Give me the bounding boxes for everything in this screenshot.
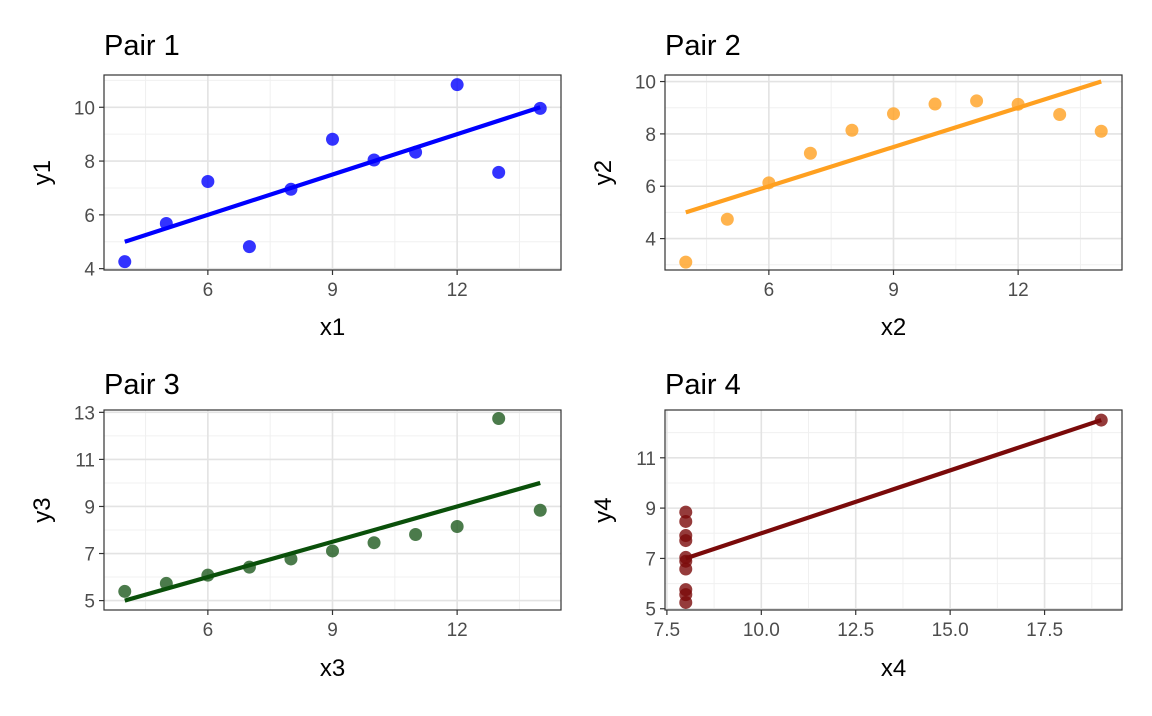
- data-point: [970, 94, 984, 108]
- chart-panel-4: 7.5 10.0 12.5 15.0 17.5 5 7 9 11 Pair 4 x4 y4: [590, 369, 1123, 682]
- x-axis-title: x1: [320, 314, 345, 341]
- data-point: [928, 97, 942, 111]
- data-point: [492, 411, 506, 425]
- data-point: [118, 584, 132, 598]
- data-point: [887, 107, 900, 121]
- y-axis-title: y3: [29, 497, 56, 522]
- y-tick-label: 10: [74, 98, 95, 119]
- x-tick-label: 9: [888, 280, 899, 301]
- x-tick-label: 12: [447, 280, 468, 301]
- data-point: [679, 588, 693, 602]
- x-tick-label: 7.5: [654, 620, 680, 641]
- y-tick-label: 6: [645, 177, 656, 198]
- y-axis-title: y4: [590, 497, 617, 522]
- data-point: [679, 505, 693, 519]
- y-tick-label: 9: [84, 497, 95, 518]
- y-tick-label: 4: [84, 260, 95, 281]
- x-tick-label: 9: [327, 280, 338, 301]
- chart-title: Pair 3: [104, 369, 180, 401]
- regression-line: [124, 480, 541, 603]
- data-point: [1094, 124, 1108, 138]
- data-point: [367, 536, 381, 550]
- data-point: [326, 544, 339, 558]
- chart-title: Pair 2: [665, 30, 741, 62]
- data-point: [845, 123, 859, 137]
- y-axis-title: y2: [590, 160, 617, 185]
- y-tick-label: 7: [84, 545, 95, 566]
- data-point: [450, 78, 464, 92]
- y-tick-label: 11: [75, 450, 95, 471]
- y-tick-label: 13: [74, 403, 95, 424]
- y-tick-label: 8: [84, 152, 95, 173]
- x-axis-title: x2: [881, 314, 906, 341]
- panel-background: [665, 410, 1122, 610]
- x-tick-label: 6: [764, 280, 775, 301]
- x-tick-label: 10.0: [743, 620, 780, 641]
- data-point: [201, 175, 215, 189]
- y-tick-label: 6: [84, 206, 95, 227]
- x-tick-label: 12: [447, 620, 468, 641]
- regression-line: [685, 79, 1102, 215]
- data-point: [326, 132, 339, 146]
- x-tick-label: 12: [1008, 280, 1029, 301]
- data-point: [803, 146, 817, 160]
- y-tick-label: 4: [645, 230, 656, 251]
- chart-title: Pair 1: [104, 30, 180, 62]
- data-point: [533, 503, 547, 517]
- data-point: [450, 519, 464, 533]
- data-point: [118, 255, 132, 269]
- regression-line: [685, 418, 1102, 561]
- x-tick-label: 15.0: [932, 620, 969, 641]
- chart-panel-1: 6 9 12 4 6 8 10 Pair 1 x1 y1: [29, 30, 562, 341]
- data-point: [720, 212, 734, 226]
- x-axis-title: x4: [881, 655, 906, 682]
- data-point: [242, 240, 256, 254]
- data-point: [409, 527, 423, 541]
- x-tick-label: 6: [203, 280, 214, 301]
- data-point: [492, 165, 506, 179]
- y-axis-title: y1: [29, 160, 56, 185]
- chart-panel-3: 6 9 12 5 7 9 11 13 Pair 3 x3 y3: [29, 369, 562, 682]
- x-axis-title: x3: [320, 655, 345, 682]
- y-tick-label: 5: [645, 600, 656, 621]
- chart-title: Pair 4: [665, 369, 741, 401]
- x-tick-label: 6: [203, 620, 214, 641]
- x-tick-label: 17.5: [1026, 620, 1063, 641]
- y-tick-label: 9: [645, 499, 656, 520]
- x-tick-label: 9: [327, 620, 338, 641]
- data-point: [679, 255, 693, 269]
- y-tick-label: 8: [645, 125, 656, 146]
- x-tick-label: 12.5: [837, 620, 874, 641]
- y-tick-label: 7: [645, 549, 656, 570]
- chart-panel-2: 6 9 12 4 6 8 10 Pair 2 x2 y2: [590, 30, 1123, 341]
- y-tick-label: 10: [635, 73, 656, 94]
- data-point: [679, 529, 693, 543]
- data-point: [679, 514, 693, 528]
- y-tick-label: 5: [84, 592, 95, 613]
- y-tick-label: 11: [636, 449, 656, 470]
- data-point: [1053, 108, 1067, 122]
- regression-line: [124, 105, 541, 244]
- panel-border: [664, 409, 1123, 611]
